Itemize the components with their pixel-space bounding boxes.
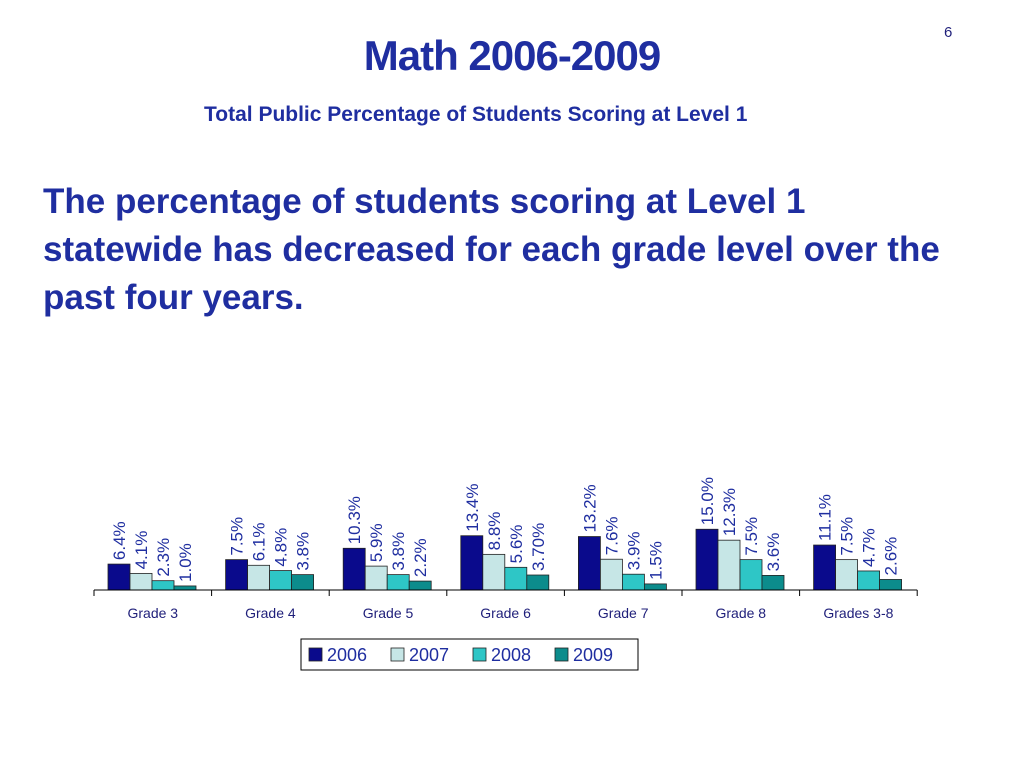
bar-2009-0 (173, 585, 197, 591)
data-label: 4.1% (132, 531, 151, 570)
legend-label: 2007 (409, 645, 449, 665)
x-tick-label: Grade 3 (128, 605, 179, 621)
x-axis: Grade 3 Grade 4 Grade 5 Grade 6 Grade 7 Grade… (93, 589, 918, 621)
bar-2008-3 (504, 566, 528, 591)
bar-2008-6 (857, 570, 880, 591)
data-label: 6.4% (110, 521, 129, 560)
bar-2009-2 (408, 580, 432, 591)
x-tick-label: Grade 4 (245, 605, 296, 621)
data-label: 13.4% (463, 484, 482, 532)
data-label: 11.1% (816, 494, 835, 541)
legend-swatch (472, 647, 487, 662)
bar-2006-2 (342, 547, 366, 591)
bar-2007-2 (364, 565, 388, 591)
data-label: 1.0% (176, 543, 195, 582)
legend-swatch (390, 647, 405, 662)
x-tick-label: Grade 7 (598, 605, 649, 621)
bar-2008-1 (269, 570, 293, 591)
bar-2009-6 (879, 579, 902, 591)
bar-2006-6 (813, 544, 836, 591)
data-label: 2.2% (411, 538, 430, 577)
data-label: 10.3% (345, 496, 364, 544)
legend-swatch (554, 647, 569, 662)
bar-2006-3 (460, 535, 484, 591)
bar-2009-5 (761, 575, 785, 591)
bar-chart: 6.4% 4.1% 2.3% 1.0%7.5% 6.1% 4.8% 3.8%10.3% 5.9… (93, 477, 918, 671)
data-label: 2.6% (882, 537, 901, 576)
bar-2007-1 (247, 564, 271, 591)
bars-layer (107, 528, 902, 591)
data-label: 7.5% (838, 517, 857, 556)
bar-2006-0 (107, 563, 131, 591)
bar-2007-4 (600, 558, 623, 591)
bar-2009-1 (291, 574, 315, 591)
legend-swatch (308, 647, 323, 662)
data-label: 15.0% (698, 477, 717, 525)
bar-2007-6 (835, 559, 858, 591)
data-label: 3.8% (294, 532, 313, 571)
data-labels-layer: 6.4% 4.1% 2.3% 1.0%7.5% 6.1% 4.8% 3.8%10.3% 5.9… (110, 477, 901, 582)
x-tick-label: Grade 8 (716, 605, 767, 621)
legend: 2006 2007 2008 2009 (300, 638, 639, 671)
data-label: 7.5% (228, 517, 247, 556)
page-number: 6 (944, 24, 953, 41)
bar-2008-4 (622, 573, 645, 591)
data-label: 3.70% (529, 523, 548, 571)
bar-2007-3 (482, 553, 506, 591)
data-label: 6.1% (250, 523, 269, 562)
legend-label: 2006 (327, 645, 367, 665)
data-label: 5.9% (367, 523, 386, 562)
data-label: 8.8% (485, 512, 504, 551)
bar-2007-0 (129, 572, 153, 591)
data-label: 4.7% (860, 528, 879, 567)
legend-box (300, 638, 639, 671)
data-label: 7.6% (602, 516, 621, 555)
bar-2006-1 (225, 559, 249, 591)
data-label: 13.2% (580, 484, 599, 532)
bar-2008-5 (739, 559, 763, 591)
data-label: 2.3% (154, 538, 173, 577)
legend-label: 2008 (491, 645, 531, 665)
bar-2009-4 (644, 583, 667, 591)
slide-subtitle: Total Public Percentage of Students Scor… (204, 103, 748, 126)
data-label: 3.9% (624, 531, 643, 570)
data-label: 4.8% (272, 528, 291, 567)
data-label: 3.6% (764, 533, 783, 572)
data-label: 12.3% (720, 488, 739, 536)
data-label: 1.5% (646, 541, 665, 580)
bar-2008-0 (151, 580, 175, 591)
body-text: The percentage of students scoring at Le… (43, 182, 940, 317)
bar-2007-5 (717, 539, 741, 591)
bar-2008-2 (386, 574, 410, 591)
bar-2006-5 (695, 528, 719, 591)
x-tick-label: Grade 5 (363, 605, 414, 621)
data-label: 7.5% (742, 517, 761, 556)
bar-2009-3 (526, 574, 550, 591)
data-label: 5.6% (507, 525, 526, 564)
x-tick-label: Grade 6 (480, 605, 531, 621)
bar-2006-4 (578, 536, 601, 591)
slide-title: Math 2006-2009 (363, 32, 662, 79)
legend-label: 2009 (573, 645, 613, 665)
x-tick-label: Grades 3-8 (823, 605, 893, 621)
data-label: 3.8% (389, 532, 408, 571)
